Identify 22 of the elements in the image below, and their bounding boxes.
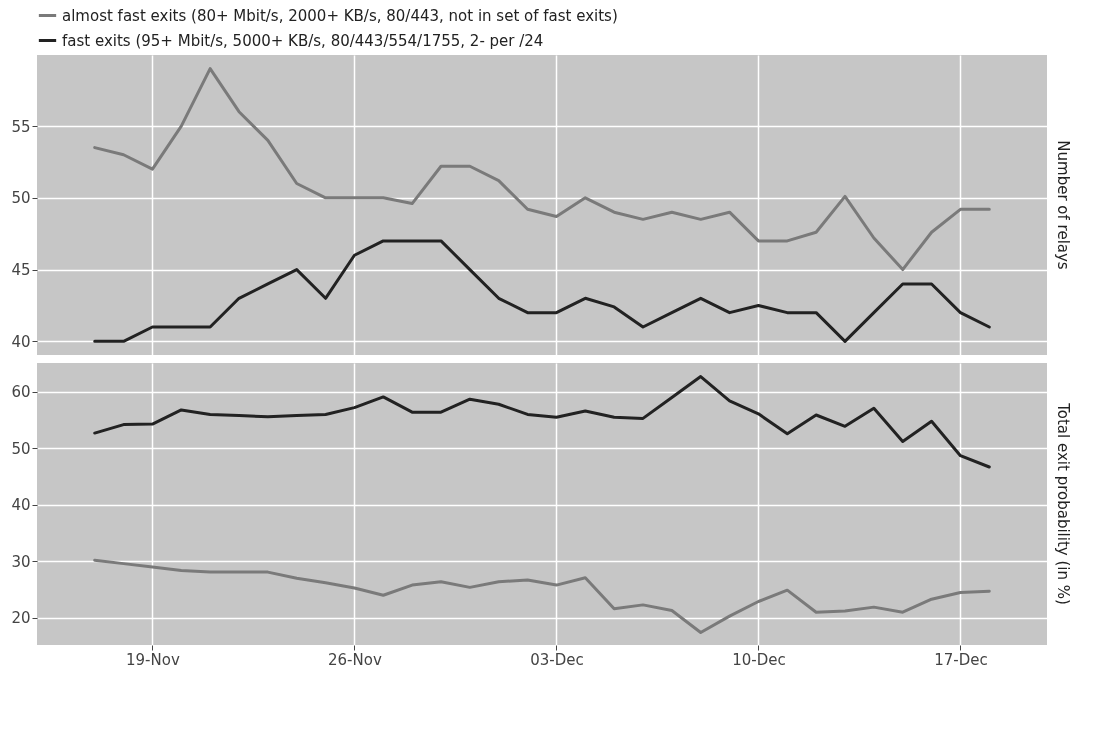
y-tick-label: 45 bbox=[11, 261, 31, 280]
line-series bbox=[93, 375, 991, 469]
x-tick-label: 26-Nov bbox=[328, 650, 382, 669]
x-tick-label: 17-Dec bbox=[934, 650, 988, 669]
legend-label: almost fast exits (80+ Mbit/s, 2000+ KB/s, 80/443, not in set of fast exits) bbox=[62, 6, 618, 25]
y-tick-label: 50 bbox=[11, 189, 31, 208]
x-tick-label: 10-Dec bbox=[732, 650, 786, 669]
y-tick-label: 55 bbox=[11, 117, 31, 136]
y-tick-label: 20 bbox=[11, 609, 31, 628]
y-tick-label: 30 bbox=[11, 552, 31, 571]
y-tick-label: 40 bbox=[11, 496, 31, 515]
line-series bbox=[93, 239, 991, 343]
y-tick-label: 60 bbox=[11, 383, 31, 402]
line-series bbox=[93, 67, 991, 272]
line-series bbox=[93, 558, 991, 635]
y-axis-title: Total exit probability (in %) bbox=[1054, 402, 1072, 605]
x-tick-label: 03-Dec bbox=[530, 650, 584, 669]
y-tick-label: 40 bbox=[11, 332, 31, 351]
legend-label: fast exits (95+ Mbit/s, 5000+ KB/s, 80/443/554/1755, 2- per /24 bbox=[62, 31, 544, 50]
x-tick-label: 19-Nov bbox=[126, 650, 180, 669]
y-axis-title: Number of relays bbox=[1054, 140, 1072, 270]
y-tick-label: 50 bbox=[11, 439, 31, 458]
